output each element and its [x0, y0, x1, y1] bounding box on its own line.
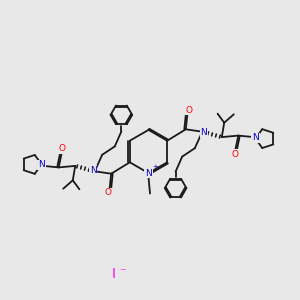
Text: O: O: [105, 188, 112, 197]
Text: N: N: [145, 169, 152, 178]
Text: N: N: [90, 166, 97, 175]
Text: O: O: [59, 144, 66, 153]
Text: O: O: [185, 106, 192, 115]
Text: N: N: [252, 134, 259, 142]
Text: N: N: [200, 128, 207, 137]
Text: +: +: [153, 164, 159, 170]
Text: I: I: [112, 268, 116, 281]
Text: ⁻: ⁻: [119, 266, 126, 279]
Text: O: O: [231, 150, 238, 159]
Text: N: N: [38, 160, 45, 169]
